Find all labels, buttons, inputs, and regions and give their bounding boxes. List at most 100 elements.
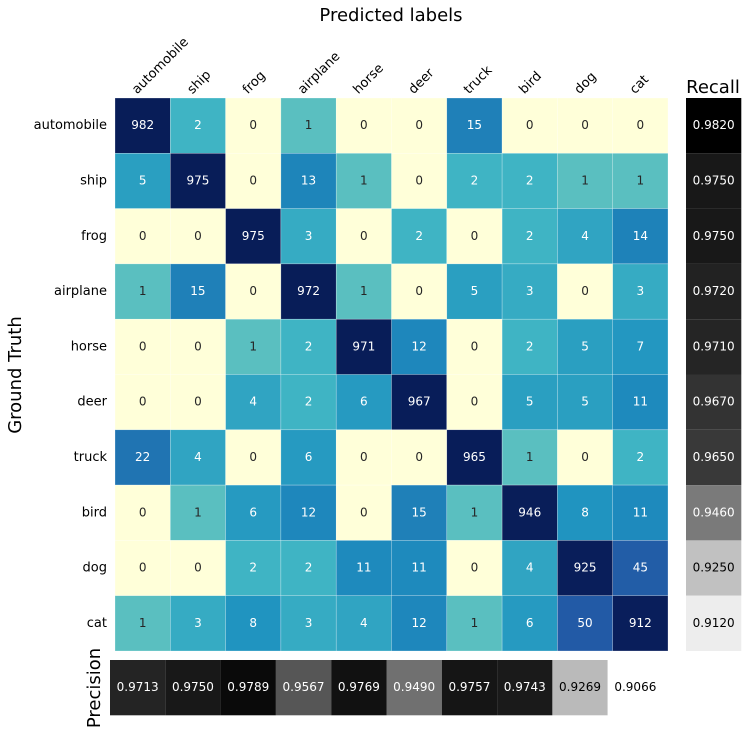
cell-value: 22 xyxy=(135,450,150,464)
cell-value: 11 xyxy=(633,505,648,519)
heatmap-cell xyxy=(557,208,613,265)
x-tick-label: automobile xyxy=(129,35,191,97)
metric-value: 0.9250 xyxy=(693,561,735,575)
cell-value: 12 xyxy=(301,505,316,519)
heatmap-cell xyxy=(280,374,337,431)
heatmap-cell xyxy=(612,318,669,375)
cell-value: 2 xyxy=(194,118,202,132)
metric-cell xyxy=(686,319,742,375)
heatmap-cell xyxy=(612,97,669,154)
cell-value: 6 xyxy=(305,450,313,464)
cell-value: 0 xyxy=(249,284,257,298)
heatmap-cell xyxy=(501,263,558,320)
heatmap-cell xyxy=(114,595,171,652)
cell-value: 912 xyxy=(629,616,652,630)
heatmap-cell xyxy=(280,153,337,209)
cell-value: 1 xyxy=(249,339,257,353)
cell-value: 1 xyxy=(526,450,534,464)
cell-value: 0 xyxy=(249,118,257,132)
heatmap-cell xyxy=(391,540,448,596)
cell-value: 0 xyxy=(249,450,257,464)
recall-label: Recall xyxy=(686,77,740,98)
cell-value: 0 xyxy=(139,505,147,519)
cell-value: 3 xyxy=(194,616,202,630)
metric-cell xyxy=(497,660,553,716)
heatmap-cell xyxy=(612,208,669,265)
cell-value: 1 xyxy=(139,616,147,630)
heatmap-cell xyxy=(170,540,226,596)
cell-value: 5 xyxy=(139,173,147,187)
cell-value: 0 xyxy=(194,339,202,353)
metric-value: 0.9269 xyxy=(559,680,601,694)
metric-cell xyxy=(331,660,387,716)
x-tick-label: truck xyxy=(461,63,496,98)
metric-cell xyxy=(686,263,742,320)
cell-value: 1 xyxy=(360,173,368,187)
metric-value: 0.9670 xyxy=(693,395,735,409)
cell-value: 2 xyxy=(415,229,423,243)
metric-value: 0.9769 xyxy=(338,680,380,694)
heatmap-cell xyxy=(225,484,282,541)
cell-value: 975 xyxy=(186,173,209,187)
metric-cell xyxy=(686,429,742,486)
heatmap-cell xyxy=(391,484,448,541)
x-tick-label: bird xyxy=(516,69,544,97)
heatmap-cell xyxy=(446,318,503,375)
heatmap-cell xyxy=(170,97,226,154)
cell-value: 11 xyxy=(412,561,427,575)
x-tick-label: deer xyxy=(406,65,438,97)
cell-value: 1 xyxy=(139,284,147,298)
heatmap-cell xyxy=(612,484,669,541)
cell-value: 0 xyxy=(249,173,257,187)
cell-value: 0 xyxy=(581,118,589,132)
cell-value: 1 xyxy=(581,173,589,187)
heatmap-cell xyxy=(225,208,282,265)
cell-value: 4 xyxy=(249,395,257,409)
heatmap-cell xyxy=(557,429,613,486)
y-tick-label: bird xyxy=(82,505,107,520)
cell-value: 0 xyxy=(139,561,147,575)
heatmap-cell xyxy=(335,374,392,431)
cell-value: 0 xyxy=(471,561,479,575)
cell-value: 2 xyxy=(471,173,479,187)
cell-value: 13 xyxy=(301,173,316,187)
heatmap-cell xyxy=(557,263,613,320)
y-tick-label: deer xyxy=(77,395,107,410)
cell-value: 1 xyxy=(471,505,479,519)
cell-value: 2 xyxy=(526,339,534,353)
metric-value: 0.9710 xyxy=(693,339,735,353)
cell-value: 50 xyxy=(577,616,592,630)
heatmap-cell xyxy=(114,429,171,486)
metric-value: 0.9567 xyxy=(283,680,325,694)
heatmap-cell xyxy=(557,484,613,541)
metric-value: 0.9460 xyxy=(693,505,735,519)
heatmap-cell xyxy=(612,429,669,486)
heatmap-cell xyxy=(335,540,392,596)
cell-value: 0 xyxy=(415,173,423,187)
cell-value: 0 xyxy=(415,284,423,298)
heatmap-cell xyxy=(225,153,282,209)
cell-value: 8 xyxy=(581,505,589,519)
cell-value: 975 xyxy=(242,229,265,243)
cell-value: 1 xyxy=(360,284,368,298)
heatmap-cell xyxy=(114,374,171,431)
metric-value: 0.9789 xyxy=(227,680,269,694)
cell-value: 946 xyxy=(518,505,541,519)
heatmap-cell xyxy=(446,263,503,320)
cell-value: 5 xyxy=(581,395,589,409)
metric-value: 0.9650 xyxy=(693,450,735,464)
cell-value: 967 xyxy=(408,395,431,409)
cell-value: 0 xyxy=(194,561,202,575)
heatmap-cell xyxy=(501,429,558,486)
heatmap-cell xyxy=(391,153,448,209)
heatmap-cell xyxy=(501,153,558,209)
cell-value: 5 xyxy=(581,339,589,353)
cell-value: 11 xyxy=(356,561,371,575)
metric-cell xyxy=(110,660,166,716)
cell-value: 0 xyxy=(526,118,534,132)
cell-value: 2 xyxy=(305,395,313,409)
metric-value: 0.9750 xyxy=(693,173,735,187)
metric-cell xyxy=(552,660,608,716)
heatmap-cell xyxy=(391,429,448,486)
cell-value: 2 xyxy=(526,229,534,243)
